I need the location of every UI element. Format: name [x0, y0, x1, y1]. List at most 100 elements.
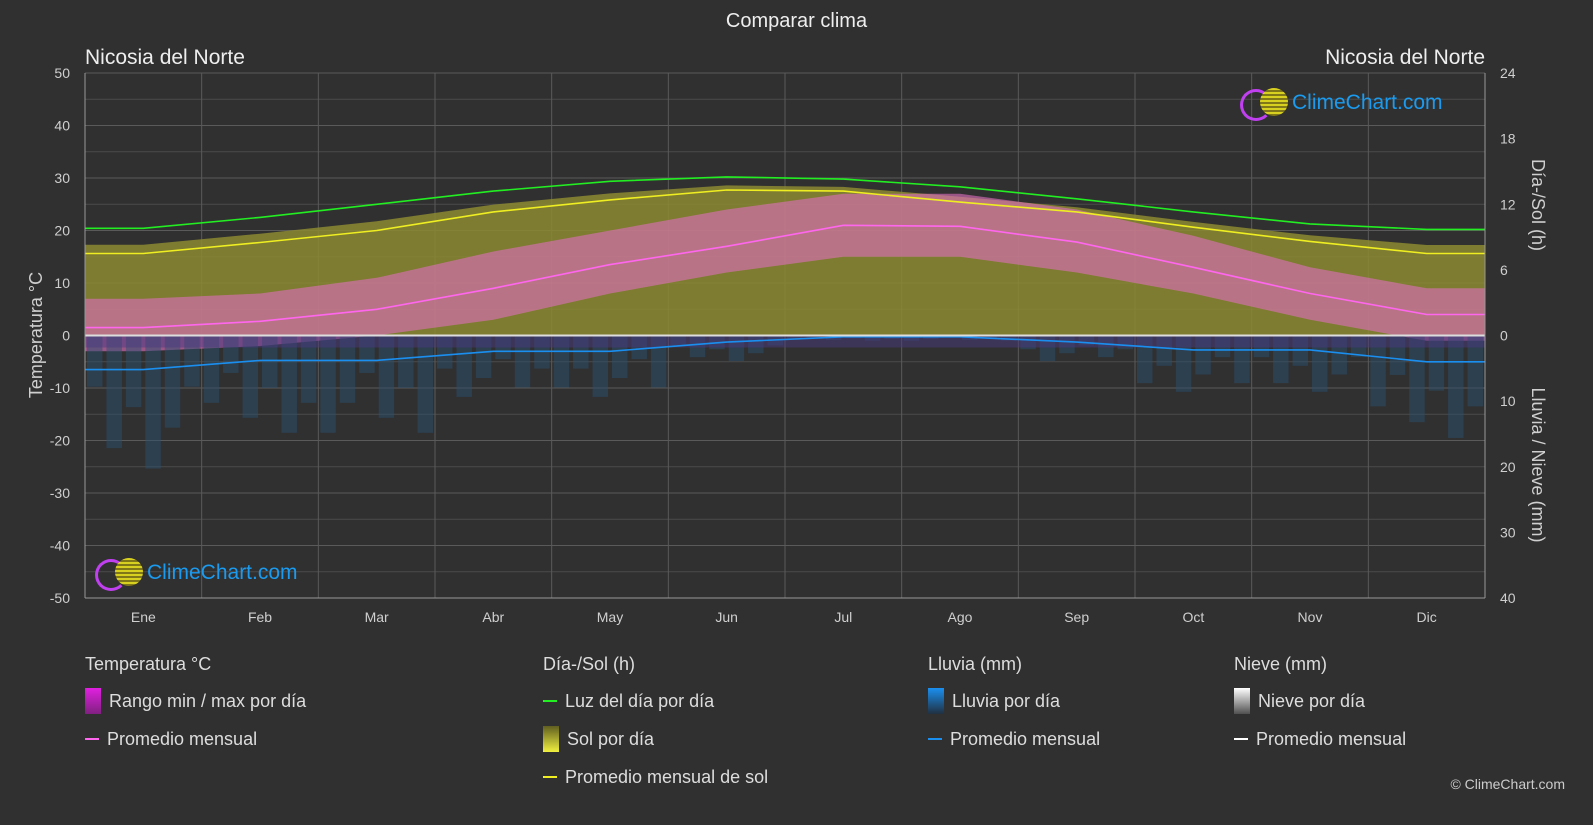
- x-tick-label: May: [597, 609, 623, 625]
- legend-item: Promedio mensual de sol: [565, 766, 769, 787]
- y-tick-label-left: -10: [50, 380, 70, 396]
- legend-header: Temperatura °C: [85, 654, 212, 674]
- rain-bar: [184, 335, 200, 387]
- x-tick-label: Abr: [482, 609, 504, 625]
- rain-bar: [320, 335, 336, 433]
- logo-text: ClimeChart.com: [1292, 91, 1443, 114]
- rain-bar: [1467, 335, 1483, 407]
- rain-bar: [1448, 335, 1464, 438]
- y-tick-label-right: 20: [1500, 459, 1516, 475]
- rain-bar: [553, 335, 570, 388]
- x-tick-label: Sep: [1064, 609, 1089, 625]
- x-tick-label: Jun: [715, 609, 738, 625]
- legend-item: Luz del día por día: [565, 690, 715, 711]
- line-swatch-icon: [543, 776, 557, 778]
- temperature-range-band: [85, 193, 1485, 352]
- line-swatch-icon: [85, 738, 99, 740]
- rain-bar: [378, 335, 395, 418]
- rain-bar: [87, 335, 103, 387]
- city-right: Nicosia del Norte: [1325, 46, 1485, 69]
- x-tick-label: Ene: [131, 609, 156, 625]
- below-zero-range-band: [85, 335, 1485, 348]
- y-tick-label-right: 0: [1500, 328, 1508, 344]
- rain-bar: [125, 335, 142, 408]
- y-tick-label-right: 6: [1500, 262, 1508, 278]
- y-axis-label-right-top: Día-/Sol (h): [1528, 159, 1548, 251]
- logo-bottom[interactable]: ClimeChart.com: [95, 558, 298, 591]
- legend-item: Rango min / max por día: [109, 690, 307, 711]
- x-tick-label: Oct: [1182, 609, 1204, 625]
- temperature-avg-line: [85, 224, 1485, 329]
- chart-title: Comparar clima: [725, 10, 868, 32]
- range-swatch-icon: [85, 688, 101, 714]
- legend-item: Nieve por día: [1258, 690, 1366, 711]
- y-axis-label-right-bottom: Lluvia / Nieve (mm): [1528, 387, 1548, 542]
- legend-header: Nieve (mm): [1234, 654, 1327, 674]
- legend-header: Día-/Sol (h): [543, 654, 636, 674]
- y-tick-label-left: 30: [54, 170, 70, 186]
- y-tick-label-left: -20: [50, 433, 70, 449]
- rain-bar: [203, 335, 220, 403]
- rain-bar: [145, 335, 161, 469]
- y-tick-label-left: 40: [54, 118, 70, 134]
- rain-bar: [262, 335, 278, 388]
- y-tick-label-right: 18: [1500, 131, 1516, 147]
- chart-svg: 50 40 30 20 10 0 -10 -20 -30 -40 -50 24 18 12 6 0 10 20 30…: [26, 65, 1548, 625]
- legend-header: Lluvia (mm): [928, 654, 1023, 674]
- climechart-logo-icon: [95, 558, 143, 591]
- copyright: © ClimeChart.com: [1450, 776, 1565, 792]
- y-tick-label-left: -40: [50, 538, 70, 554]
- legend-item: Promedio mensual: [950, 728, 1101, 749]
- rain-bar: [1312, 335, 1328, 392]
- y-tick-label-left: -30: [50, 485, 70, 501]
- rain-bar: [164, 335, 181, 428]
- legend-temperature: Temperatura °C Rango min / max por día P…: [85, 654, 306, 751]
- rain-bar: [417, 335, 433, 433]
- sun-swatch-icon: [543, 726, 559, 752]
- y-tick-label-right: 24: [1500, 65, 1516, 81]
- line-swatch-icon: [543, 700, 557, 702]
- legend-item: Lluvia por día: [952, 690, 1061, 711]
- x-tick-label: Nov: [1298, 609, 1323, 625]
- x-tick-label: Dic: [1417, 609, 1437, 625]
- legend-item: Promedio mensual: [1256, 728, 1407, 749]
- line-swatch-icon: [1234, 738, 1248, 740]
- rain-bar: [1370, 335, 1386, 407]
- legend-rain: Lluvia (mm) Lluvia por día Promedio mens…: [928, 654, 1100, 751]
- y-tick-label-right: 12: [1500, 196, 1516, 212]
- legend-item: Sol por día: [567, 728, 655, 749]
- line-swatch-icon: [928, 738, 942, 740]
- rain-swatch-icon: [928, 688, 944, 714]
- y-tick-label-left: 0: [62, 328, 70, 344]
- rain-bar: [242, 335, 258, 418]
- rain-bar: [1428, 335, 1445, 391]
- y-tick-label-right: 10: [1500, 393, 1516, 409]
- snow-swatch-icon: [1234, 688, 1250, 714]
- rain-bar: [300, 335, 317, 403]
- city-left: Nicosia del Norte: [85, 46, 245, 69]
- legend-item: Promedio mensual: [107, 728, 258, 749]
- rain-bar: [1409, 335, 1425, 423]
- x-tick-label: Mar: [365, 609, 389, 625]
- x-tick-label: Feb: [248, 609, 272, 625]
- rain-bar: [281, 335, 297, 433]
- climechart-logo-icon: [1240, 88, 1288, 121]
- rain-bar: [456, 335, 472, 397]
- rain-bar: [339, 335, 356, 403]
- logo-top[interactable]: ClimeChart.com: [1240, 88, 1443, 121]
- rain-bar: [514, 335, 531, 388]
- rain-bar: [106, 335, 122, 449]
- x-tick-label: Ago: [948, 609, 973, 625]
- y-tick-label-left: 20: [54, 223, 70, 239]
- legend-snow: Nieve (mm) Nieve por día Promedio mensua…: [1234, 654, 1406, 751]
- y-tick-label-right: 30: [1500, 524, 1516, 540]
- y-tick-label-left: 50: [54, 65, 70, 81]
- y-axis-label-left: Temperatura °C: [26, 272, 46, 398]
- rain-avg-line: [85, 336, 1485, 371]
- x-tick-label: Jul: [834, 609, 852, 625]
- y-tick-label-right: 40: [1500, 590, 1516, 606]
- y-tick-label-left: -50: [50, 590, 70, 606]
- sunshine-avg-line: [85, 189, 1485, 255]
- logo-text: ClimeChart.com: [147, 561, 298, 584]
